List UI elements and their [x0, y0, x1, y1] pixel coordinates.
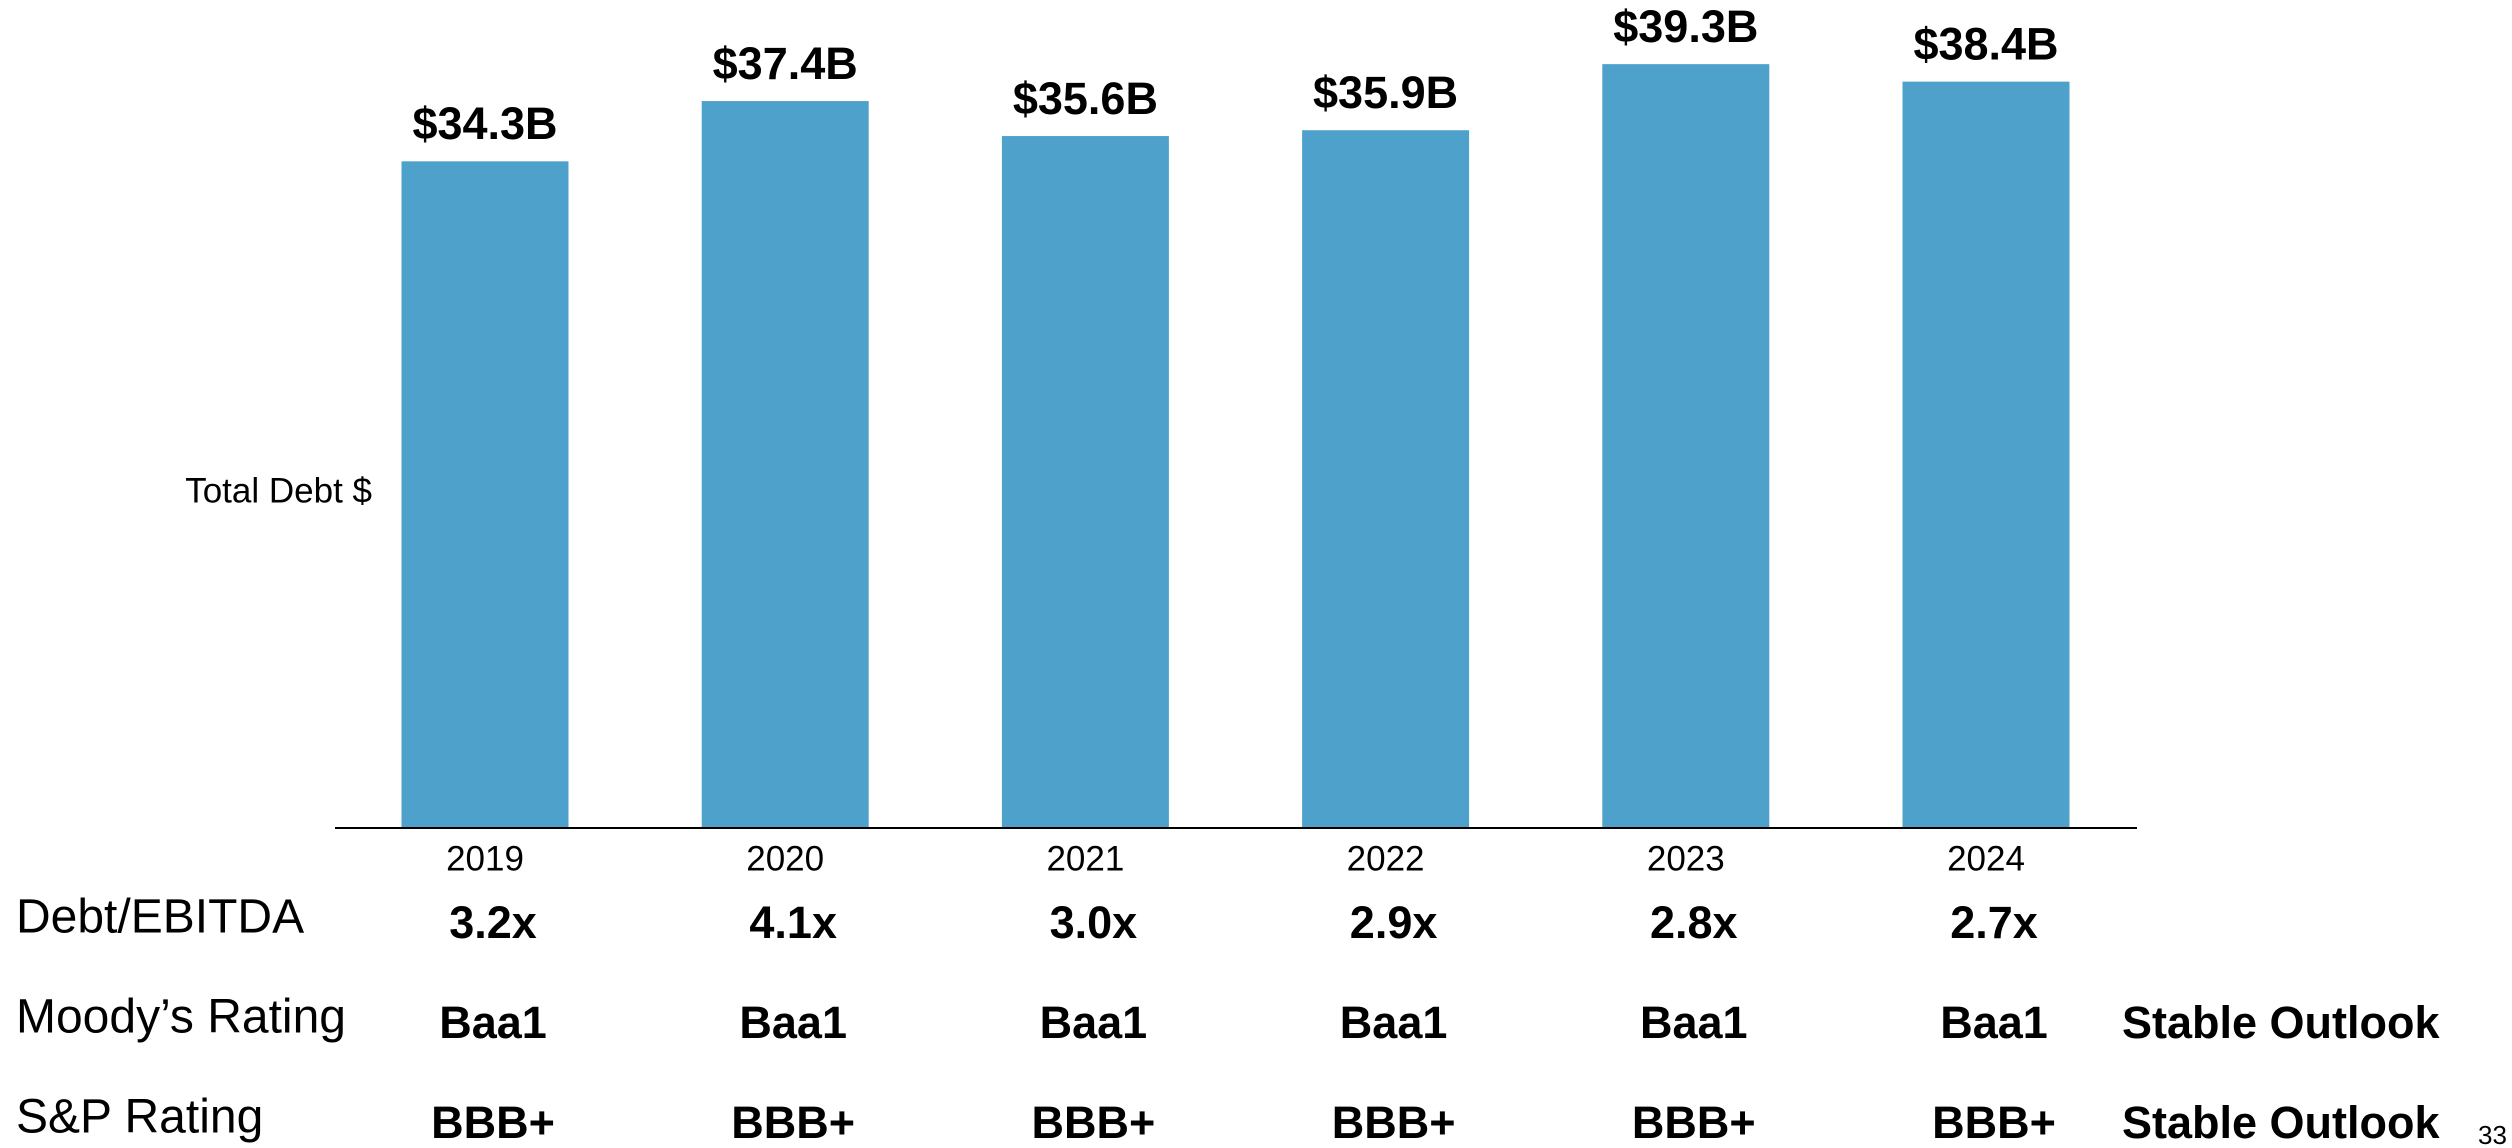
row-label: S&P Rating	[16, 1091, 263, 1144]
table-cell: 3.2x	[449, 897, 537, 948]
bar	[401, 161, 569, 828]
table-cell: BBB+	[431, 1097, 555, 1148]
bar	[1902, 81, 2070, 829]
table-cell: Baa1	[1640, 997, 1748, 1048]
value-label: $35.9B	[1313, 67, 1458, 118]
row-note: Stable Outlook	[2122, 1097, 2441, 1148]
x-tick-label: 2020	[746, 839, 824, 878]
table-cell: 2.8x	[1650, 897, 1738, 948]
table-cell: BBB+	[1032, 1097, 1156, 1148]
x-tick-label: 2019	[446, 839, 524, 878]
table-cell: BBB+	[731, 1097, 855, 1148]
bar	[1602, 64, 1770, 828]
table-cell: Baa1	[739, 997, 847, 1048]
table-cell: 2.7x	[1950, 897, 2038, 948]
page-number: 33	[2478, 1120, 2507, 1148]
row-label: Moody’s Rating	[16, 991, 346, 1044]
table-cell: BBB+	[1932, 1097, 2056, 1148]
value-label: $38.4B	[1913, 19, 2058, 70]
table-cell: Baa1	[1940, 997, 2048, 1048]
table-cell: Baa1	[1040, 997, 1148, 1048]
value-label: $37.4B	[713, 38, 858, 89]
bar	[1302, 130, 1470, 829]
value-label: $35.6B	[1013, 73, 1158, 124]
table-cell: 2.9x	[1350, 897, 1438, 948]
table-cell: Baa1	[1340, 997, 1448, 1048]
table-cell: BBB+	[1332, 1097, 1456, 1148]
table-cell: 4.1x	[749, 897, 837, 948]
x-tick-label: 2023	[1647, 839, 1725, 878]
table-cell: Baa1	[439, 997, 547, 1048]
row-label: Debt/EBITDA	[16, 891, 304, 944]
value-label: $34.3B	[412, 98, 557, 149]
x-tick-label: 2022	[1347, 839, 1425, 878]
bar	[1001, 136, 1169, 828]
x-tick-label: 2021	[1046, 839, 1124, 878]
table-cell: 3.0x	[1050, 897, 1138, 948]
row-note: Stable Outlook	[2122, 997, 2441, 1048]
bar	[701, 101, 869, 828]
value-label: $39.3B	[1613, 1, 1758, 52]
y-axis-label: Total Debt $	[185, 471, 372, 510]
x-tick-label: 2024	[1947, 839, 2025, 878]
table-cell: BBB+	[1632, 1097, 1756, 1148]
